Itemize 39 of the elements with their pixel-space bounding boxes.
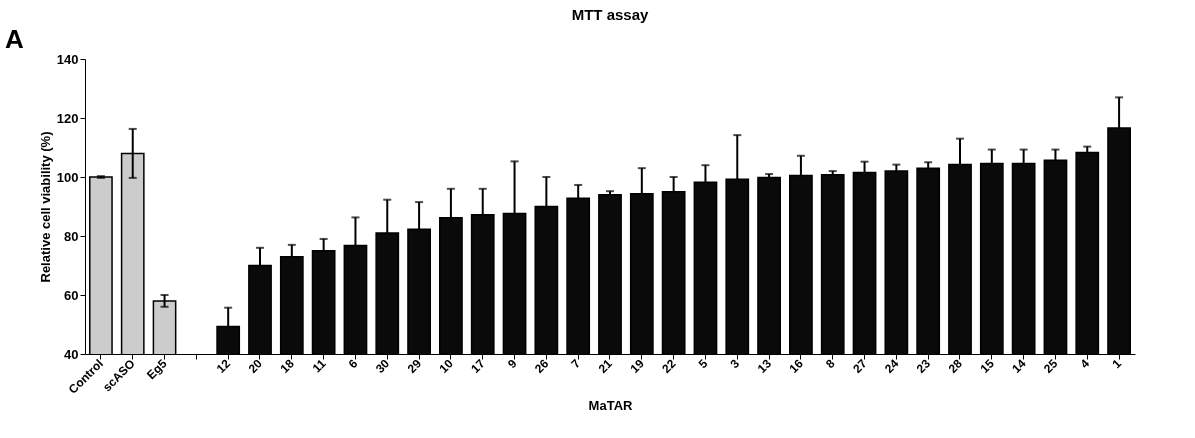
x-tick-label: 7 (568, 356, 584, 372)
y-tick-label: 80 (64, 228, 79, 244)
x-tick-label: 18 (277, 356, 297, 376)
y-tick-label: 120 (56, 110, 79, 126)
x-tick-label: 10 (436, 356, 457, 376)
x-tick-label: 8 (823, 356, 838, 372)
x-tick-label: 16 (786, 356, 807, 376)
x-tick-label: 14 (1009, 356, 1029, 376)
x-tick-label: 13 (754, 356, 775, 376)
x-tick-label: 11 (309, 356, 329, 376)
x-tick-label: 5 (695, 356, 711, 372)
x-tick-label: 22 (659, 356, 679, 376)
x-tick-label: 20 (245, 356, 266, 376)
y-tick-label: 60 (64, 287, 79, 303)
x-tick-label: 25 (1041, 356, 1061, 376)
y-axis-title: Relative cell viability (%) (37, 131, 53, 283)
x-tick-label: 23 (913, 356, 934, 376)
x-tick-label: 4 (1077, 356, 1093, 372)
x-tick-label: 28 (945, 356, 966, 376)
x-tick-label: 27 (850, 356, 870, 376)
x-tick-label: 17 (468, 356, 488, 376)
x-tick-label: 26 (531, 356, 552, 376)
y-tick-label: 40 (64, 346, 79, 362)
x-tick-label: 21 (595, 356, 616, 376)
x-tick-label: 6 (345, 356, 361, 372)
text: A (5, 24, 24, 54)
x-tick-label: 29 (404, 356, 425, 376)
x-axis-title: MaTAR (588, 397, 634, 413)
x-tick-label: 19 (627, 356, 647, 376)
x-tick-label: 30 (372, 356, 393, 376)
y-tick-label: 140 (56, 51, 79, 67)
x-tick-label: 15 (977, 356, 997, 376)
x-tick-label: 12 (213, 356, 234, 376)
x-tick-label: 3 (727, 356, 743, 372)
x-tick-label: 1 (1109, 356, 1125, 372)
x-tick-label: 24 (881, 356, 902, 376)
y-tick-label: 100 (56, 169, 79, 185)
chart-title: MTT assay (571, 6, 650, 23)
x-tick-label: 9 (504, 356, 520, 372)
